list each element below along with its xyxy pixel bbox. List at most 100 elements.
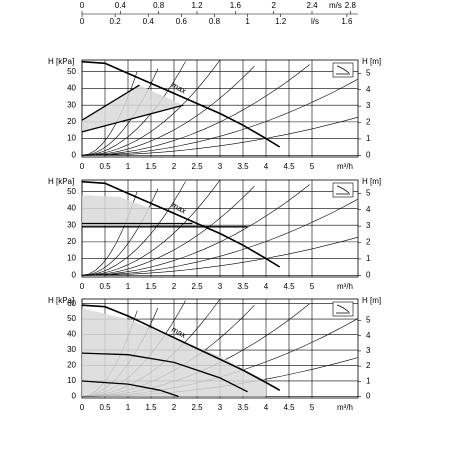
x-tick-label: 1.5 <box>145 403 157 412</box>
x-axis-label: m³/h <box>337 162 353 171</box>
x-tick-label: 3 <box>218 403 223 412</box>
y-tick-label: 0 <box>72 150 77 159</box>
y-tick-label: 0 <box>72 270 77 279</box>
pump-curve <box>81 84 140 121</box>
x-tick-label: 2.5 <box>191 403 203 412</box>
y-tick-label: 10 <box>67 254 76 263</box>
x-tick-label: 3.5 <box>237 282 249 291</box>
y2-tick-label: 4 <box>366 331 371 340</box>
y2-tick-label: 3 <box>366 346 371 355</box>
y2-tick-label: 2 <box>366 118 371 127</box>
x2-tick-label: 1.2 <box>191 1 203 10</box>
x3-tick-label: 0.4 <box>143 17 155 26</box>
top-axis-unit: m/s <box>329 1 342 10</box>
y2-tick-label: 0 <box>366 392 371 401</box>
x-tick-label: 2 <box>172 162 177 171</box>
x-tick-label: 2.5 <box>191 282 203 291</box>
y-tick-label: 20 <box>67 361 76 370</box>
y2-tick-label: 4 <box>366 205 371 214</box>
x-tick-label: 1.5 <box>145 162 157 171</box>
shaded-area <box>82 85 184 132</box>
pump-curve <box>81 180 281 268</box>
x-tick-label: 2 <box>172 403 177 412</box>
y-tick-label: 40 <box>67 330 76 339</box>
pump-curve <box>81 352 248 393</box>
x-tick-label: 5 <box>310 403 315 412</box>
y-tick-label: 40 <box>67 84 76 93</box>
y2-axis-label: H [m] <box>362 296 381 305</box>
x2-tick-label: 0.4 <box>115 1 127 10</box>
x-tick-label: 3.5 <box>237 162 249 171</box>
y2-tick-label: 2 <box>366 238 371 247</box>
x-tick-label: 0 <box>80 282 85 291</box>
x2-tick-label: 2.4 <box>306 1 318 10</box>
x2-tick-label: 0 <box>80 1 85 10</box>
y-tick-label: 10 <box>67 134 76 143</box>
x2-tick-label: 2 <box>271 1 276 10</box>
y-tick-label: 60 <box>67 299 76 308</box>
y-tick-label: 50 <box>67 314 76 323</box>
x3-tick-label: 1.6 <box>341 17 353 26</box>
x-tick-label: 4.5 <box>283 403 295 412</box>
x-tick-label: 4.5 <box>283 282 295 291</box>
y-tick-label: 20 <box>67 117 76 126</box>
x2-tick-label: 0.8 <box>153 1 165 10</box>
y-tick-label: 50 <box>67 67 76 76</box>
x3-tick-label: 0.6 <box>176 17 188 26</box>
y-tick-label: 20 <box>67 237 76 246</box>
system-curve <box>81 64 310 156</box>
x-tick-label: 0 <box>80 403 85 412</box>
x-axis-label: m³/h <box>337 403 353 412</box>
x3-tick-label: 0 <box>80 17 85 26</box>
x-tick-label: 1 <box>126 162 131 171</box>
x3-tick-label: 1.2 <box>275 17 287 26</box>
system-curve <box>81 65 255 156</box>
y-axis-label: H [kPa] <box>48 296 74 305</box>
y2-tick-label: 5 <box>366 188 371 197</box>
x-tick-label: 0 <box>80 162 85 171</box>
y-tick-label: 30 <box>67 345 76 354</box>
x-tick-label: 3 <box>218 282 223 291</box>
x3-tick-label: 0.8 <box>209 17 221 26</box>
y-axis-label: H [kPa] <box>48 177 74 186</box>
y2-tick-label: 4 <box>366 85 371 94</box>
mode-icon <box>332 62 354 78</box>
x-tick-label: 3.5 <box>237 403 249 412</box>
y2-tick-label: 0 <box>366 150 371 159</box>
y2-axis-label: H [m] <box>362 57 381 66</box>
mode-icon-symbol <box>336 185 350 195</box>
y-tick-label: 30 <box>67 220 76 229</box>
x-tick-label: 5 <box>310 282 315 291</box>
y2-tick-label: 3 <box>366 221 371 230</box>
pump-curve <box>81 104 184 133</box>
shaded-area <box>82 195 151 226</box>
pump-curve <box>81 304 281 391</box>
x3-tick-label: 0.2 <box>110 17 122 26</box>
x-tick-label: 5 <box>310 162 315 171</box>
x-tick-label: 4 <box>264 282 269 291</box>
y-tick-label: 50 <box>67 187 76 196</box>
shaded-area <box>82 308 266 397</box>
plot-frame <box>81 179 359 278</box>
mode-icon-symbol <box>336 304 350 314</box>
y-tick-label: 0 <box>72 392 77 401</box>
y2-axis-label: H [m] <box>362 177 381 186</box>
y2-tick-label: 1 <box>366 134 371 143</box>
plot-frame <box>81 59 359 158</box>
x3-tick-label: 1 <box>245 17 250 26</box>
y2-tick-label: 5 <box>366 316 371 325</box>
x-tick-label: 3 <box>218 162 223 171</box>
y2-tick-label: 1 <box>366 376 371 385</box>
pump-curve <box>81 380 179 398</box>
y-tick-label: 10 <box>67 376 76 385</box>
mode-icon <box>332 182 354 198</box>
x2-tick-label: 2.8 <box>345 1 357 10</box>
x-tick-label: 0.5 <box>99 162 111 171</box>
system-curve <box>81 185 255 276</box>
x-axis-label: m³/h <box>337 282 353 291</box>
x-tick-label: 4 <box>264 162 269 171</box>
y-tick-label: 40 <box>67 204 76 213</box>
x-tick-label: 2.5 <box>191 162 203 171</box>
x2-tick-label: 1.6 <box>230 1 242 10</box>
